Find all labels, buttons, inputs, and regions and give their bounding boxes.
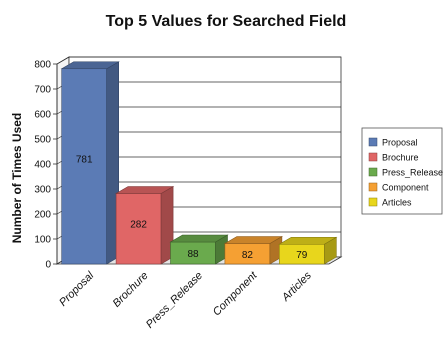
y-tick-label: 100: [34, 235, 51, 246]
legend-swatch: [368, 167, 378, 177]
y-tick-label: 600: [34, 110, 51, 121]
y-tick-label: 800: [34, 60, 51, 71]
y-tick-label: 400: [34, 160, 51, 171]
y-tick-label: 200: [34, 210, 51, 221]
bar-top: [114, 186, 175, 194]
bar-value-label: 88: [187, 249, 199, 260]
legend-label: Proposal: [382, 138, 418, 148]
legend-swatch: [368, 152, 378, 162]
bar-value-label: 79: [296, 250, 308, 261]
y-axis-title: Number of Times Used: [10, 113, 24, 243]
plot-area: 0 100 200 300 400 500 600 700 800 781 Proposal 282 B…: [34, 56, 343, 331]
bar-front: [115, 193, 162, 265]
legend: Proposal Brochure Press_Release Component Ar…: [361, 127, 443, 215]
bar-proposal: [60, 61, 120, 265]
bar-press-release: [169, 234, 229, 265]
bar-top: [169, 234, 229, 243]
legend-swatch: [368, 137, 378, 147]
chart-title: Top 5 Values for Searched Field: [106, 13, 347, 30]
bar-value-label: 82: [242, 250, 254, 261]
x-tick-label: Press_Release: [144, 270, 205, 331]
x-tick-label: Component: [211, 269, 260, 318]
bar-value-label: 282: [130, 219, 147, 230]
bar-top: [60, 61, 120, 70]
x-tick-label: Articles: [279, 269, 314, 304]
y-tick-label: 500: [34, 135, 51, 146]
y-tick-label: 700: [34, 85, 51, 96]
bar-articles: [278, 236, 338, 265]
x-tick-label: Proposal: [57, 269, 97, 309]
legend-label: Component: [382, 183, 429, 193]
legend-swatch: [368, 182, 378, 192]
bar-component: [223, 235, 284, 265]
bar-top: [223, 236, 284, 244]
y-tick-label: 300: [34, 185, 51, 196]
bar-top: [278, 236, 338, 245]
bar-brochure: [114, 185, 175, 265]
legend-label: Articles: [382, 198, 412, 208]
x-tick-label: Brochure: [111, 270, 151, 310]
legend-swatch: [368, 197, 378, 207]
gridline: [56, 56, 341, 65]
legend-label: Press_Release: [382, 168, 443, 178]
bar-value-label: 781: [76, 154, 93, 165]
legend-label: Brochure: [382, 153, 419, 163]
y-tick-label: 0: [45, 260, 51, 271]
bar-front: [61, 68, 108, 265]
